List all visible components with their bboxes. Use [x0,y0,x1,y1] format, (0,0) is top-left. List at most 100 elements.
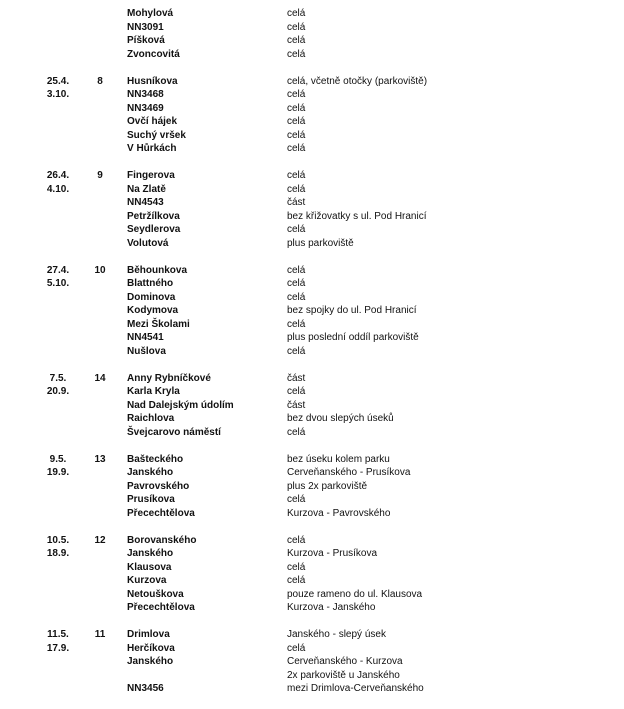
street-note: plus poslední oddíl parkoviště [287,332,419,343]
street-name: Dominova [127,291,176,303]
street-note: celá [287,8,306,19]
street-name: Janského [127,548,174,559]
schedule-row: V Hůrkách celá [0,142,624,156]
schedule-group: 7.5. 14 Anny Rybníčkové část 20.9. Karla Kryl… [0,372,624,440]
street-name: Pavrovského [127,480,190,492]
street-note: 2x parkoviště u Janského [287,669,400,681]
street-note: Kurzova - Pavrovského [287,507,391,519]
street-note: část [287,197,306,208]
street-name: Píšková [127,35,165,46]
street-note: celá [287,143,306,154]
schedule-row: Ovčí hájek celá [0,115,624,129]
street-name: NN4543 [127,197,164,208]
schedule-row: Netouškova pouze rameno do ul. Klausova [0,588,624,602]
schedule-group: 10.5. 12 Borovanského celá 18.9. Janského Kurz… [0,534,624,615]
street-note: celá [287,386,306,397]
street-name: Na Zlatě [127,183,166,195]
street-note: Janského - slepý úsek [287,629,386,640]
street-name: Borovanského [127,534,197,546]
schedule-row: 7.5. 14 Anny Rybníčkové část [0,372,624,386]
street-name: V Hůrkách [127,143,177,154]
schedule-row: 9.5. 13 Bašteckého bez úseku kolem parku [0,453,624,467]
district-number: 13 [94,453,106,465]
street-name: Švejcarovo náměstí [127,426,221,438]
schedule-row: Píšková celá [0,34,624,48]
street-name: NN3469 [127,102,164,114]
street-note: celá [287,318,306,330]
street-name: Seydlerova [127,224,181,235]
street-note: celá [287,116,306,127]
street-name: Suchý vršek [127,129,186,141]
street-note: část [287,372,306,384]
date: 25.4. [46,75,70,87]
schedule-row: Seydlerova celá [0,223,624,237]
schedule-row: 4.10. Na Zlatě celá [0,183,624,197]
street-name: Mohylová [127,8,174,19]
street-name: Klausova [127,561,172,573]
district-number: 10 [94,264,106,276]
date: 3.10. [46,89,70,100]
schedule-row: Nad Dalejským údolím část [0,399,624,413]
street-name: Petržílkova [127,210,180,222]
street-name: Bašteckého [127,453,184,465]
street-name: Prusíkova [127,494,175,505]
street-note: celá [287,170,306,181]
street-name: Nušlova [127,345,166,357]
street-note: celá [287,35,306,46]
street-note: bez dvou slepých úseků [287,413,394,424]
street-name: Netouškova [127,588,184,600]
street-note: Kurzova - Janského [287,602,376,613]
schedule-row: Prusíkova celá [0,493,624,507]
street-note: bez spojky do ul. Pod Hranicí [287,305,417,316]
street-note: bez úseku kolem parku [287,453,390,465]
schedule-row: Švejcarovo náměstí celá [0,426,624,440]
schedule-row: 10.5. 12 Borovanského celá [0,534,624,548]
street-note: celá [287,264,306,276]
schedule-row: Suchý vršek celá [0,129,624,143]
schedule-row: NN4543 část [0,196,624,210]
schedule-row: 27.4. 10 Běhounkova celá [0,264,624,278]
schedule-group: 27.4. 10 Běhounkova celá 5.10. Blattného celá D… [0,264,624,359]
street-name: Přecechtělova [127,602,195,613]
street-note: Cerveňanského - Prusíkova [287,467,411,478]
street-name: Nad Dalejským údolím [127,399,234,411]
schedule-row: 18.9. Janského Kurzova - Prusíkova [0,547,624,561]
street-note: Kurzova - Prusíkova [287,548,378,559]
district-number: 12 [94,534,106,546]
schedule-row: Pavrovského plus 2x parkoviště [0,480,624,494]
schedule-row: NN4541 plus poslední oddíl parkoviště [0,331,624,345]
schedule-row: 20.9. Karla Kryla celá [0,385,624,399]
district-number: 14 [94,372,106,384]
street-note: Cerveňanského - Kurzova [287,656,403,667]
schedule-row: Mohylová celá [0,7,624,21]
schedule-row: Janského Cerveňanského - Kurzova [0,655,624,669]
street-note: celá, včetně otočky (parkoviště) [287,75,428,87]
date: 7.5. [49,372,67,384]
schedule-group: 26.4. 9 Fingerova celá 4.10. Na Zlatě celá NN45… [0,169,624,250]
street-note: celá [287,102,306,114]
street-name: Herčíkova [127,642,175,654]
district-number: 11 [94,629,106,640]
date: 26.4. [46,170,70,181]
schedule-row: 3.10. NN3468 celá [0,88,624,102]
schedule-row: NN3469 celá [0,102,624,116]
street-name: Drimlova [127,629,170,640]
street-note: celá [287,183,306,195]
street-note: celá [287,129,306,141]
schedule-row: Volutová plus parkoviště [0,237,624,251]
street-note: celá [287,426,306,438]
street-name: Husníkova [127,75,178,87]
street-name: Fingerova [127,170,175,181]
street-name: Zvoncovitá [127,48,180,60]
street-note: celá [287,575,306,586]
street-name: NN3468 [127,89,164,100]
schedule-row: Přecechtělova Kurzova - Pavrovského [0,507,624,521]
schedule-group: Mohylová celá NN3091 celá Píšková celá Zvoncov… [0,7,624,61]
street-note: část [287,399,306,411]
street-name: Karla Kryla [127,386,180,397]
street-name: Přecechtělova [127,507,195,519]
schedule-group: 11.5. 11 Drimlova Janského - slepý úsek 17.9… [0,628,624,696]
schedule-group: 25.4. 8 Husníkova celá, včetně otočky (park… [0,75,624,156]
street-name: Volutová [127,237,169,249]
street-name: Janského [127,467,174,478]
